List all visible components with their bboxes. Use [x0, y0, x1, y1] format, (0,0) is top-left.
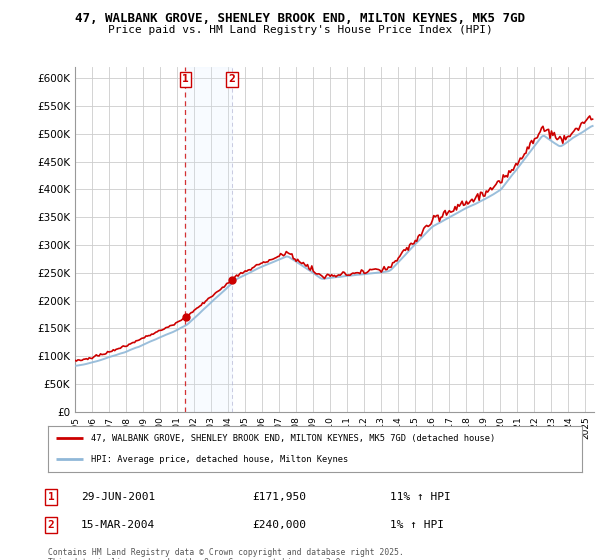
Text: 2: 2: [229, 74, 235, 84]
Text: 1: 1: [47, 492, 55, 502]
Text: 29-JUN-2001: 29-JUN-2001: [81, 492, 155, 502]
Text: 47, WALBANK GROVE, SHENLEY BROOK END, MILTON KEYNES, MK5 7GD (detached house): 47, WALBANK GROVE, SHENLEY BROOK END, MI…: [91, 434, 495, 443]
Text: 11% ↑ HPI: 11% ↑ HPI: [390, 492, 451, 502]
Text: HPI: Average price, detached house, Milton Keynes: HPI: Average price, detached house, Milt…: [91, 455, 348, 464]
Text: 1% ↑ HPI: 1% ↑ HPI: [390, 520, 444, 530]
Text: £240,000: £240,000: [252, 520, 306, 530]
Bar: [185, 67, 232, 412]
Text: 47, WALBANK GROVE, SHENLEY BROOK END, MILTON KEYNES, MK5 7GD: 47, WALBANK GROVE, SHENLEY BROOK END, MI…: [75, 12, 525, 25]
Text: Contains HM Land Registry data © Crown copyright and database right 2025.
This d: Contains HM Land Registry data © Crown c…: [48, 548, 404, 560]
Text: 1: 1: [182, 74, 189, 84]
Text: Price paid vs. HM Land Registry's House Price Index (HPI): Price paid vs. HM Land Registry's House …: [107, 25, 493, 35]
Text: 15-MAR-2004: 15-MAR-2004: [81, 520, 155, 530]
Text: £171,950: £171,950: [252, 492, 306, 502]
Text: 2: 2: [47, 520, 55, 530]
